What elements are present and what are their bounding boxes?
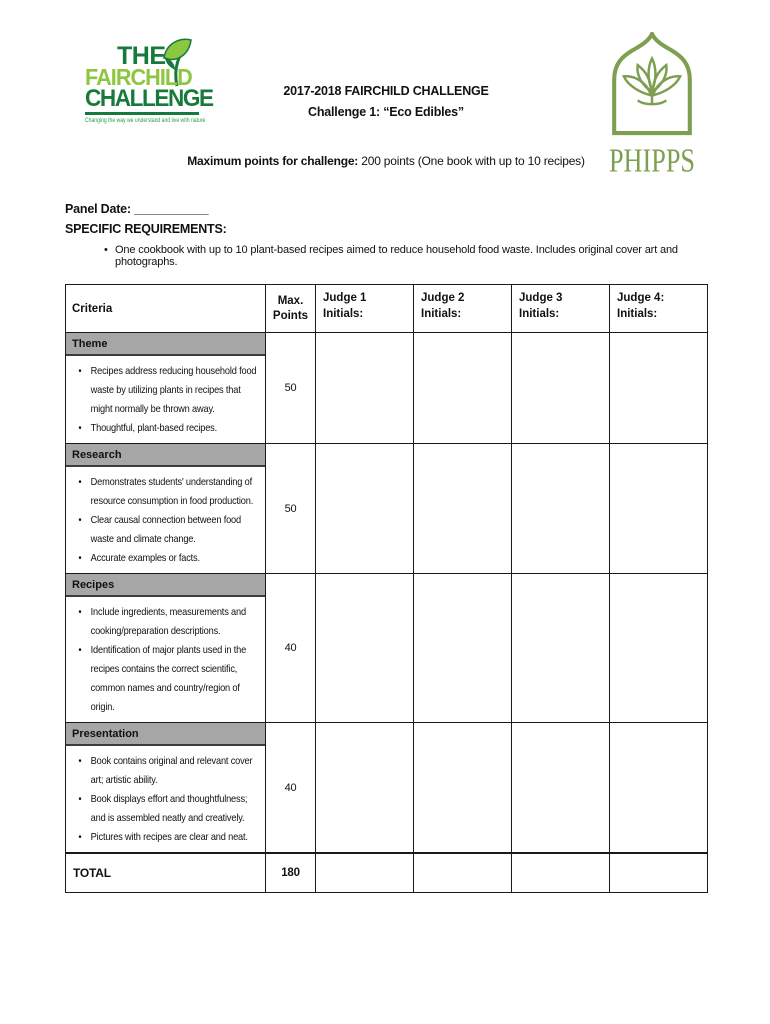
leaf-icon bbox=[163, 38, 192, 87]
max-points-research: 50 bbox=[265, 443, 316, 574]
judge3-score-cell-recipes[interactable] bbox=[511, 573, 610, 723]
total-max-points: 180 bbox=[265, 852, 316, 893]
judge4-total-cell[interactable] bbox=[609, 852, 708, 893]
judge1-column-header: Judge 1 Initials: bbox=[315, 284, 414, 333]
judge2-total-cell[interactable] bbox=[413, 852, 512, 893]
judge1-total-cell[interactable] bbox=[315, 852, 414, 893]
rubric-row-research: Research Demonstrates students' understa… bbox=[65, 443, 708, 574]
criteria-bullets-theme: Recipes address reducing household food … bbox=[67, 356, 265, 443]
judge1-score-cell-presentation[interactable] bbox=[315, 722, 414, 854]
panel-date-line: Panel Date: ___________ bbox=[65, 202, 707, 216]
criteria-bullet: Book displays effort and thoughtfulness;… bbox=[70, 790, 263, 828]
phipps-wordmark: PHIPPS bbox=[608, 140, 696, 179]
rubric-row-theme: Theme Recipes address reducing household… bbox=[65, 332, 708, 444]
judge3-score-cell-research[interactable] bbox=[511, 443, 610, 574]
judge2-column-header: Judge 2 Initials: bbox=[413, 284, 512, 333]
logo-word-fairchild: FAIRCHILD bbox=[85, 64, 193, 90]
panel-date-blank-field[interactable]: ___________ bbox=[134, 202, 209, 216]
judge1-score-cell-theme[interactable] bbox=[315, 332, 414, 444]
phipps-arch-icon bbox=[612, 29, 692, 136]
judge3-score-cell-theme[interactable] bbox=[511, 332, 610, 444]
judge2-score-cell-recipes[interactable] bbox=[413, 573, 512, 723]
criteria-column-header: Criteria bbox=[65, 284, 266, 333]
judge4-score-cell-recipes[interactable] bbox=[609, 573, 708, 723]
judge4-column-header: Judge 4: Initials: bbox=[609, 284, 708, 333]
criteria-cell-research: Research Demonstrates students' understa… bbox=[65, 443, 266, 574]
section-header-presentation: Presentation bbox=[66, 723, 265, 746]
judge2-score-cell-theme[interactable] bbox=[413, 332, 512, 444]
criteria-cell-theme: Theme Recipes address reducing household… bbox=[65, 332, 266, 444]
rubric-row-presentation: Presentation Book contains original and … bbox=[65, 722, 708, 854]
table-header-row: Criteria Max. Points Judge 1 Initials: J… bbox=[65, 284, 708, 333]
max-points-theme: 50 bbox=[265, 332, 316, 444]
section-header-research: Research bbox=[66, 444, 265, 467]
intro-section: Panel Date: ___________ SPECIFIC REQUIRE… bbox=[65, 202, 707, 268]
max-points-value: 200 points (One book with up to 10 recip… bbox=[358, 154, 585, 168]
requirements-heading: SPECIFIC REQUIREMENTS: bbox=[65, 222, 227, 236]
criteria-cell-recipes: Recipes Include ingredients, measurement… bbox=[65, 573, 266, 723]
judge3-score-cell-presentation[interactable] bbox=[511, 722, 610, 854]
judge2-score-cell-research[interactable] bbox=[413, 443, 512, 574]
criteria-bullet: Thoughtful, plant-based recipes. bbox=[70, 419, 263, 438]
section-header-theme: Theme bbox=[66, 333, 265, 356]
criteria-bullet: Identification of major plants used in t… bbox=[70, 641, 263, 717]
logo-tagline: Changing the way we understand and live … bbox=[85, 117, 206, 124]
rubric-row-recipes: Recipes Include ingredients, measurement… bbox=[65, 573, 708, 723]
criteria-bullet: Include ingredients, measurements and co… bbox=[70, 603, 263, 641]
judge4-score-cell-theme[interactable] bbox=[609, 332, 708, 444]
total-label: TOTAL bbox=[65, 852, 266, 893]
criteria-bullets-presentation: Book contains original and relevant cove… bbox=[67, 746, 265, 852]
phipps-logo: PHIPPS bbox=[597, 29, 707, 179]
judge4-score-cell-presentation[interactable] bbox=[609, 722, 708, 854]
max-points-column-header: Max. Points bbox=[265, 284, 316, 333]
requirement-bullet: One cookbook with up to 10 plant-based r… bbox=[65, 244, 707, 268]
judge4-score-cell-research[interactable] bbox=[609, 443, 708, 574]
judge3-column-header: Judge 3 Initials: bbox=[511, 284, 610, 333]
logo-word-the: THE bbox=[117, 42, 166, 70]
judge3-total-cell[interactable] bbox=[511, 852, 610, 893]
criteria-bullet: Book contains original and relevant cove… bbox=[70, 752, 263, 790]
page-header: THE FAIRCHILD CHALLENGE Changing the way… bbox=[65, 29, 707, 188]
criteria-bullets-recipes: Include ingredients, measurements and co… bbox=[67, 597, 265, 722]
judge1-score-cell-recipes[interactable] bbox=[315, 573, 414, 723]
page-title: 2017-2018 FAIRCHILD CHALLENGE bbox=[283, 84, 489, 98]
max-points-line: Maximum points for challenge: 200 points… bbox=[65, 154, 707, 168]
page-subtitle: Challenge 1: “Eco Edibles” bbox=[308, 105, 464, 119]
section-header-recipes: Recipes bbox=[66, 574, 265, 597]
max-points-presentation: 40 bbox=[265, 722, 316, 854]
criteria-cell-presentation: Presentation Book contains original and … bbox=[65, 722, 266, 854]
criteria-bullet: Recipes address reducing household food … bbox=[70, 362, 263, 419]
criteria-bullet: Pictures with recipes are clear and neat… bbox=[70, 828, 263, 847]
max-points-recipes: 40 bbox=[265, 573, 316, 723]
fairchild-challenge-logo: THE FAIRCHILD CHALLENGE Changing the way… bbox=[85, 38, 214, 124]
criteria-bullet: Clear causal connection between food was… bbox=[70, 511, 263, 549]
judge1-score-cell-research[interactable] bbox=[315, 443, 414, 574]
judge2-score-cell-presentation[interactable] bbox=[413, 722, 512, 854]
panel-date-label: Panel Date: bbox=[65, 202, 135, 216]
logo-word-challenge: CHALLENGE bbox=[85, 85, 214, 112]
criteria-bullets-research: Demonstrates students' understanding of … bbox=[67, 467, 265, 573]
rubric-row-total: TOTAL 180 bbox=[65, 852, 708, 893]
criteria-bullet: Accurate examples or facts. bbox=[70, 549, 263, 568]
title-block: 2017-2018 FAIRCHILD CHALLENGE Challenge … bbox=[65, 36, 707, 168]
logo-divider bbox=[85, 112, 199, 115]
scoring-rubric-table: Criteria Max. Points Judge 1 Initials: J… bbox=[65, 284, 708, 893]
criteria-bullet: Demonstrates students' understanding of … bbox=[70, 473, 263, 511]
max-points-label: Maximum points for challenge: bbox=[187, 154, 359, 168]
